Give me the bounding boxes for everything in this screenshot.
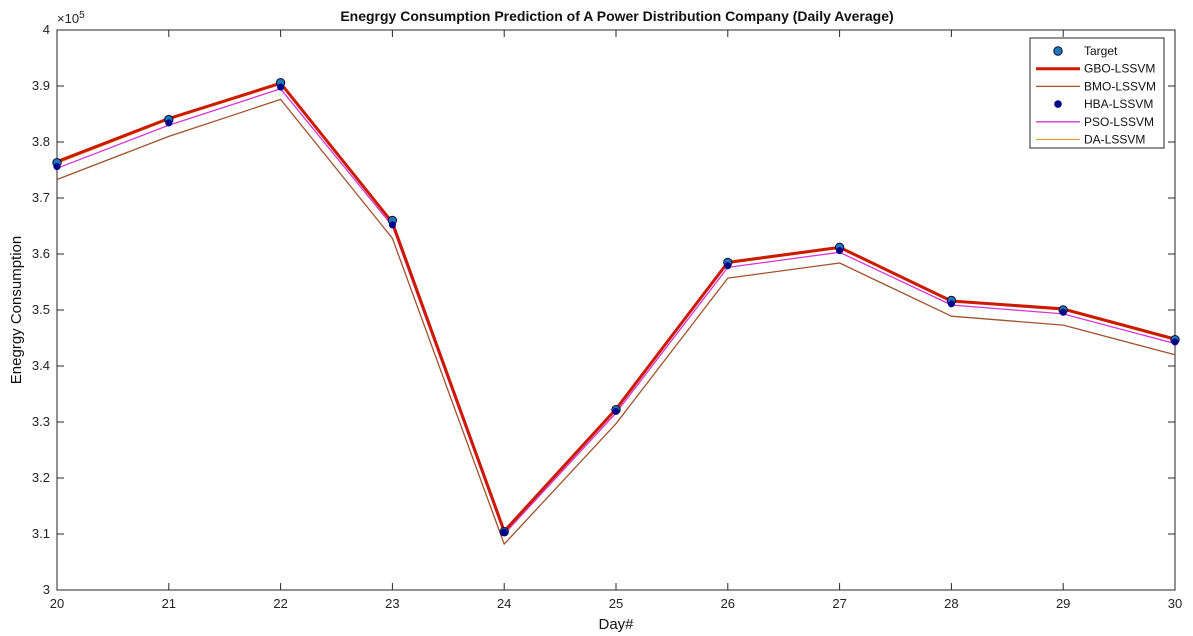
legend-swatch: [1054, 100, 1062, 108]
legend-label: PSO-LSSVM: [1084, 115, 1154, 129]
y-tick-label: 3.1: [32, 526, 50, 541]
legend-label: DA-LSSVM: [1084, 133, 1145, 147]
legend-box: [1029, 37, 1165, 149]
legend-item: HBA-LSSVM: [1054, 97, 1153, 111]
data-point-hba-lssvm: [165, 119, 173, 127]
y-tick-label: 3.3: [32, 414, 50, 429]
data-point-hba-lssvm: [277, 83, 285, 91]
data-point-hba-lssvm: [388, 221, 396, 229]
data-point-hba-lssvm: [724, 262, 732, 270]
legend-label: BMO-LSSVM: [1084, 79, 1156, 93]
data-point-hba-lssvm: [53, 163, 61, 171]
legend-item: DA-LSSVM: [1036, 133, 1145, 147]
y-tick-label: 3.8: [32, 134, 50, 149]
x-tick-label: 29: [1056, 596, 1070, 611]
x-tick-label: 22: [273, 596, 287, 611]
data-point-hba-lssvm: [836, 247, 844, 255]
x-tick-label: 27: [832, 596, 846, 611]
legend-item: BMO-LSSVM: [1036, 79, 1156, 93]
legend-swatch: [1053, 46, 1063, 56]
x-tick-label: 28: [944, 596, 958, 611]
data-point-hba-lssvm: [1059, 308, 1067, 316]
series-markers-hba-lssvm: [53, 83, 1179, 536]
data-point-hba-lssvm: [500, 528, 508, 536]
legend-item: PSO-LSSVM: [1036, 115, 1154, 129]
x-tick-label: 21: [162, 596, 176, 611]
y-exponent-label: ×105: [57, 10, 85, 26]
x-tick-label: 26: [721, 596, 735, 611]
legend-item: Target: [1053, 44, 1118, 58]
chart-title: Enegrgy Consumption Prediction of A Powe…: [340, 8, 893, 24]
legend: Target GBO-LSSVM BMO-LSSVM HBA-LSSVM PSO-LSS…: [1029, 37, 1165, 149]
y-tick-label: 3: [43, 582, 50, 597]
legend-label: Target: [1084, 44, 1118, 58]
x-axis-label: Day#: [598, 616, 634, 633]
y-tick-label: 3.5: [32, 302, 50, 317]
data-point-hba-lssvm: [612, 407, 620, 415]
x-tick-label: 25: [609, 596, 623, 611]
y-tick-label: 3.2: [32, 470, 50, 485]
x-tick-label: 20: [50, 596, 64, 611]
y-tick-label: 3.7: [32, 190, 50, 205]
legend-label: HBA-LSSVM: [1084, 97, 1153, 111]
data-point-hba-lssvm: [1171, 338, 1179, 346]
data-point-hba-lssvm: [947, 300, 955, 308]
legend-label: GBO-LSSVM: [1084, 62, 1155, 76]
series-layer: [52, 77, 1180, 545]
x-tick-label: 23: [385, 596, 399, 611]
plot-area: [56, 29, 1176, 591]
series-line-bmo-lssvm: [56, 98, 1176, 545]
x-tick-label: 24: [497, 596, 511, 611]
y-tick-label: 3.4: [32, 358, 50, 373]
axes: 20 21 22 23 24 25 26 27 28 29 30 3 3.1 3.2 3.3 3.4 3.5 3.…: [32, 22, 1182, 611]
y-tick-label: 3.9: [32, 78, 50, 93]
y-tick-label: 3.6: [32, 246, 50, 261]
legend-item: GBO-LSSVM: [1036, 62, 1155, 76]
y-tick-label: 4: [43, 22, 50, 37]
y-axis-label: Enegrgy Consumption: [8, 236, 25, 384]
y-exponent-power: 5: [79, 10, 85, 21]
x-tick-label: 30: [1168, 596, 1182, 611]
